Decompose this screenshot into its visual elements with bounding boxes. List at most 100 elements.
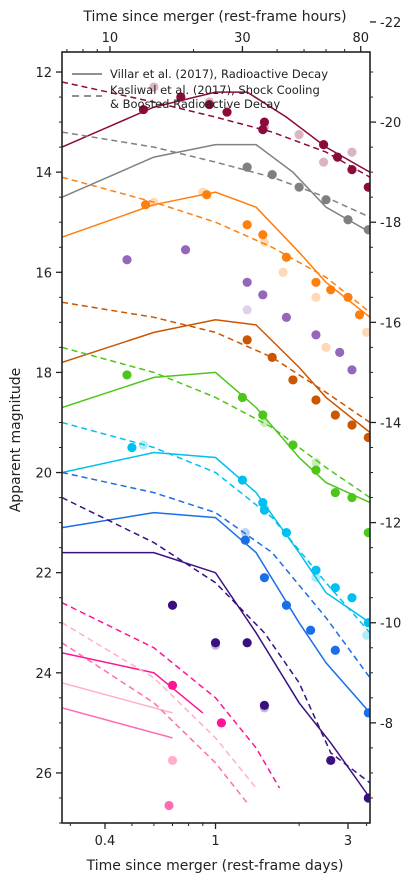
series-3-point-6 bbox=[335, 347, 345, 357]
y-tick-label-18: 18 bbox=[35, 366, 52, 381]
series-5-point-4 bbox=[311, 465, 321, 475]
plot-frame bbox=[61, 51, 371, 824]
series-6-faint-point-2 bbox=[311, 573, 321, 583]
series-5-model-solid bbox=[62, 371, 370, 504]
series-6-point-7 bbox=[347, 593, 357, 603]
series-4-model-solid bbox=[62, 319, 370, 434]
x-tick-label-0.4: 0.4 bbox=[95, 834, 116, 849]
series-8-model-solid bbox=[62, 551, 370, 799]
right-y-tick-label--20: -20 bbox=[380, 116, 401, 131]
series-4-point-5 bbox=[347, 420, 357, 430]
series-5-point-0 bbox=[122, 370, 132, 380]
series-1-point-2 bbox=[294, 182, 304, 192]
series-3-point-7 bbox=[347, 365, 357, 375]
series-0-point-1 bbox=[176, 92, 186, 102]
right-y-tick-label--14: -14 bbox=[380, 416, 401, 431]
series-2-point-2 bbox=[242, 220, 252, 230]
series-0-point-7 bbox=[332, 152, 343, 162]
series-4-point-0 bbox=[242, 335, 252, 345]
series-6-model-dashed bbox=[62, 421, 370, 634]
series-3-point-3 bbox=[258, 290, 268, 300]
series-2-faint-point-2 bbox=[259, 237, 270, 247]
series-8 bbox=[62, 496, 370, 803]
series-5-point-1 bbox=[237, 392, 248, 403]
series-3-point-5 bbox=[311, 330, 321, 340]
series-6-model-solid bbox=[62, 451, 370, 624]
series-2-point-8 bbox=[354, 310, 365, 320]
series-6-faint-point-3 bbox=[362, 630, 370, 640]
legend-label-kasliwal: Kasliwal et al. (2017), Shock Cooling bbox=[110, 83, 320, 97]
series-2-faint-point-5 bbox=[321, 342, 331, 352]
right-y-tick-label--12: -12 bbox=[380, 517, 401, 532]
series-0-point-4 bbox=[258, 125, 268, 135]
y-tick-label-12: 12 bbox=[35, 66, 52, 81]
series-10-model-dashed bbox=[62, 622, 257, 789]
series-3 bbox=[122, 245, 357, 375]
y-tick-label-16: 16 bbox=[35, 266, 52, 281]
top-x-axis-title: Time since merger (rest-frame hours) bbox=[82, 9, 346, 25]
series-2-point-1 bbox=[202, 190, 212, 200]
series-1-point-5 bbox=[363, 225, 370, 235]
y-tick-label-14: 14 bbox=[35, 166, 52, 181]
series-4 bbox=[62, 301, 370, 443]
series-7-point-3 bbox=[306, 625, 316, 635]
series-0-faint-point-5 bbox=[347, 147, 357, 157]
series-6-point-5 bbox=[311, 565, 321, 575]
series-0-point-2 bbox=[204, 99, 214, 110]
series-2-model-dashed bbox=[62, 176, 370, 313]
series-9-model-solid bbox=[62, 652, 204, 714]
series-0 bbox=[62, 81, 370, 192]
series-0-faint-point-0 bbox=[149, 82, 159, 92]
y-axis-title: Apparent magnitude bbox=[8, 368, 24, 513]
series-6-point-2 bbox=[258, 497, 268, 508]
series-2-faint-point-6 bbox=[362, 327, 370, 337]
series-10-model-solid bbox=[62, 682, 173, 714]
legend-label-kasliwal-line2: & Boosted Radioactive Decay bbox=[110, 97, 280, 111]
series-5-point-5 bbox=[330, 487, 340, 498]
series-3-faint-point-0 bbox=[242, 305, 252, 315]
series-11-point-0 bbox=[164, 800, 174, 811]
series-1-point-4 bbox=[343, 215, 353, 225]
series-3-point-0 bbox=[122, 255, 132, 265]
series-4-point-4 bbox=[330, 410, 340, 420]
series-6-faint-point-0 bbox=[138, 440, 149, 450]
series-2 bbox=[62, 176, 370, 352]
series-9 bbox=[62, 602, 281, 789]
series-5-faint-point-1 bbox=[311, 457, 321, 468]
series-8-point-1 bbox=[210, 638, 221, 648]
series-2-point-5 bbox=[311, 277, 321, 287]
series-4-point-2 bbox=[288, 375, 298, 385]
right-y-tick-label--18: -18 bbox=[380, 216, 401, 231]
series-6-point-4 bbox=[281, 528, 292, 538]
y-tick-label-24: 24 bbox=[35, 667, 52, 682]
series-6-point-6 bbox=[330, 583, 340, 593]
series-7-point-5 bbox=[363, 708, 370, 718]
series-4-point-3 bbox=[311, 395, 321, 405]
series-9-point-1 bbox=[216, 718, 227, 728]
series-4-point-6 bbox=[363, 432, 370, 443]
series-5-point-2 bbox=[258, 410, 268, 420]
series-7 bbox=[62, 471, 370, 718]
x-tick-label-3: 3 bbox=[344, 834, 352, 849]
series-7-point-4 bbox=[330, 645, 340, 655]
series-0-point-5 bbox=[259, 117, 270, 127]
series-5-point-6 bbox=[347, 492, 357, 503]
series-6-point-1 bbox=[237, 475, 248, 485]
series-7-point-2 bbox=[281, 600, 292, 610]
top-x-tick-label-10: 10 bbox=[102, 31, 119, 46]
series-9-point-0 bbox=[167, 680, 178, 690]
series-0-point-3 bbox=[222, 107, 232, 117]
series-7-model-dashed bbox=[62, 471, 370, 679]
series-2-point-6 bbox=[326, 285, 336, 295]
top-x-tick-label-80: 80 bbox=[352, 31, 369, 46]
series-7-faint-point-0 bbox=[240, 528, 250, 538]
series-3-point-4 bbox=[281, 312, 292, 322]
series-8-point-4 bbox=[326, 755, 336, 766]
series-2-point-0 bbox=[140, 200, 151, 210]
series-5-faint-point-0 bbox=[259, 417, 270, 428]
series-3-point-1 bbox=[180, 245, 191, 255]
series-8-point-0 bbox=[167, 600, 178, 610]
series-1-model-solid bbox=[62, 143, 370, 233]
series-0-point-8 bbox=[347, 165, 357, 175]
series-8-point-3 bbox=[259, 700, 270, 710]
